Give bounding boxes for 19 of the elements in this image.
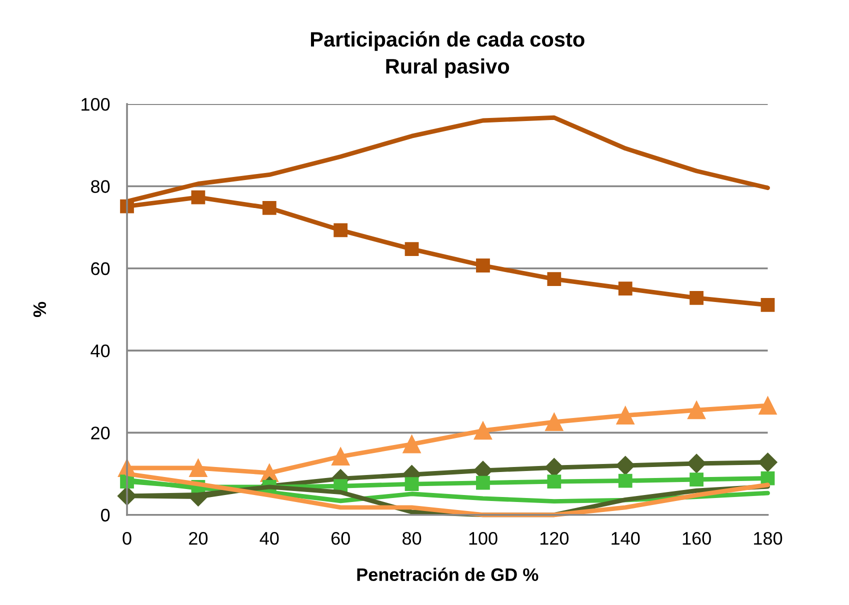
y-axis-title: %: [33, 302, 46, 318]
x-tick-label: 0: [122, 532, 132, 545]
x-tick-label: 160: [682, 532, 711, 545]
y-tick-label: 100: [82, 98, 110, 111]
x-tick-label: 120: [540, 532, 569, 545]
y-tick-label: 20: [91, 426, 110, 440]
chart-title: Participación de cada costo Rural pasivo: [311, 31, 584, 78]
x-tick-label: 80: [402, 532, 422, 545]
x-tick-label: 60: [331, 532, 350, 545]
y-tick-label: 80: [91, 180, 110, 193]
y-tick-label: 0: [101, 508, 110, 522]
x-tick-label: 180: [754, 532, 782, 545]
x-tick-label: 40: [260, 532, 279, 545]
x-tick-label: 20: [189, 532, 208, 545]
y-tick-label: 40: [90, 344, 110, 358]
y-tick-label: 60: [91, 262, 110, 276]
x-tick-label: 140: [612, 532, 640, 545]
x-tick-label: 100: [469, 532, 498, 545]
x-axis-title: Penetración de GD %: [357, 568, 538, 582]
